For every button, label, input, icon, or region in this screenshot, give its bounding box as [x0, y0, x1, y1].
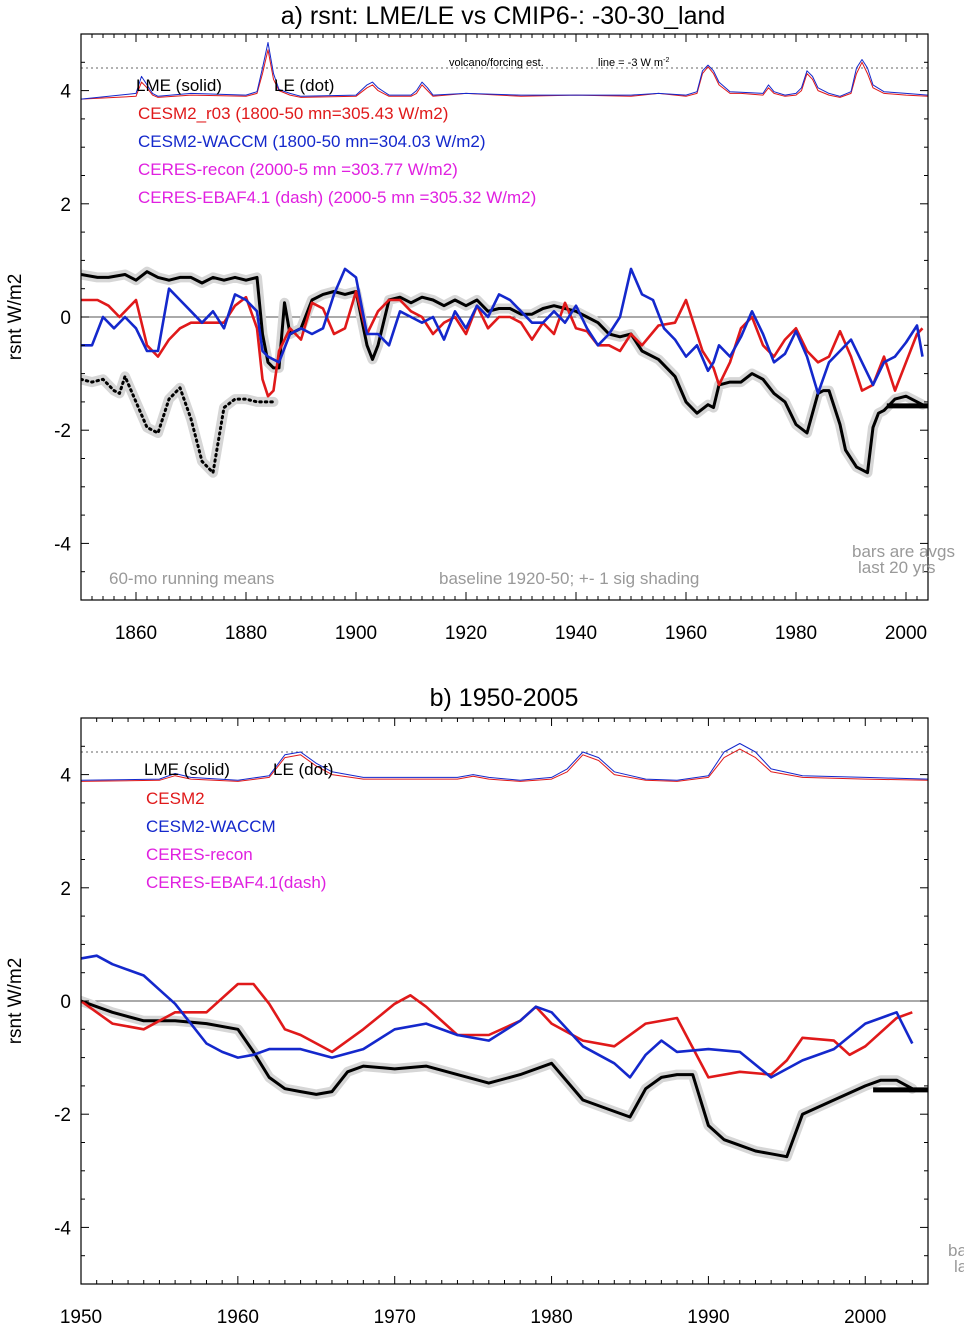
plot-frame-a — [80, 33, 929, 601]
chart-title-b: b) 1950-2005 — [430, 684, 579, 712]
legend-a-waccm: CESM2-WACCM (1800-50 mn=304.03 W/m2) — [138, 132, 486, 151]
a-x-tick-label: 1880 — [225, 623, 267, 644]
plot-frame-b — [80, 717, 929, 1285]
note-bars-line2: last 20 yrs — [858, 558, 935, 577]
legend-a-lme: LME (solid) — [136, 76, 222, 95]
b-series-cesm2-waccm — [81, 954, 914, 1079]
legend-b-waccm: CESM2-WACCM — [146, 817, 276, 836]
note-baseline: baseline 1920-50; +- 1 sig shading — [439, 569, 699, 588]
legend-b-lme: LME (solid) — [144, 760, 230, 779]
b-series-cesm2 — [81, 982, 913, 1079]
a-x-tick-label: 1920 — [445, 623, 487, 644]
b-x-tick-label: 1970 — [374, 1307, 416, 1325]
b-series-lme-solid — [81, 999, 914, 1159]
annotation-line-main: line = -3 W m — [598, 57, 663, 69]
series-group-a — [81, 42, 928, 478]
y-axis-label-a: rsnt W/m2 — [5, 274, 26, 361]
ticks-b: 1950 1960 1970 1980 1990 2000 -4 -2 0 2 4 — [54, 717, 929, 1325]
legend-b: LME (solid) LE (dot) CESM2 CESM2-WACCM C… — [144, 760, 333, 892]
chart-title-a: a) rsnt: LME/LE vs CMIP6-: -30-30_land — [281, 2, 726, 30]
legend-b-le: LE (dot) — [273, 760, 333, 779]
b-y-tick-label: 0 — [60, 992, 71, 1013]
a-x-tick-label: 1980 — [775, 623, 817, 644]
note-running-means: 60-mo running means — [109, 569, 274, 588]
note-bars-line1: bars are avgs — [852, 542, 955, 561]
b-series-forcing-est-cesm2-waccm — [81, 743, 928, 781]
panel-a: a) rsnt: LME/LE vs CMIP6-: -30-30_land r… — [5, 2, 955, 644]
b-y-tick-label: 4 — [60, 766, 71, 787]
a-series-lme-solid-shading — [81, 266, 928, 478]
b-series-forcing-est-cesm2 — [81, 748, 928, 782]
legend-b-ceres-recon: CERES-recon — [146, 845, 253, 864]
series-group-b — [81, 743, 928, 1162]
legend-a-ceres-ebaf: CERES-EBAF4.1 (dash) (2000-5 mn =305.32 … — [138, 188, 536, 207]
b-x-tick-label: 1950 — [60, 1307, 102, 1325]
a-x-tick-label: 1960 — [665, 623, 707, 644]
a-series-lme-solid — [81, 270, 924, 475]
a-x-tick-label: 1900 — [335, 623, 377, 644]
a-x-tick-label: 2000 — [885, 623, 927, 644]
legend-a: LME (solid) LE (dot) CESM2_r03 (1800-50 … — [136, 76, 536, 207]
b-x-tick-label: 1960 — [217, 1307, 259, 1325]
note-b-bars-line1: ba — [948, 1241, 964, 1260]
annotation-line: line = -3 W m-2 — [598, 57, 669, 69]
a-x-tick-label: 1940 — [555, 623, 597, 644]
b-x-tick-label: 1980 — [530, 1307, 572, 1325]
a-series-forcing-est-cesm2-waccm — [81, 42, 928, 100]
a-y-tick-label: -4 — [54, 534, 71, 555]
legend-b-cesm2: CESM2 — [146, 789, 205, 808]
ticks-a: 1860 1880 1900 1920 1940 1960 1980 2000 -4 -2 0 2 4 — [54, 33, 929, 644]
a-y-tick-label: -2 — [54, 421, 71, 442]
legend-a-ceres-recon: CERES-recon (2000-5 mn =303.77 W/m2) — [138, 160, 458, 179]
a-series-cesm2-r03 — [81, 290, 924, 398]
legend-a-cesm2: CESM2_r03 (1800-50 mn=305.43 W/m2) — [138, 104, 448, 123]
a-y-tick-label: 4 — [60, 82, 71, 103]
a-series-forcing-est-cesm2 — [81, 49, 928, 100]
a-x-tick-label: 1860 — [115, 623, 157, 644]
b-y-tick-label: -2 — [54, 1105, 71, 1126]
legend-a-le: LE (dot) — [274, 76, 334, 95]
annotation-line-sup: -2 — [663, 57, 669, 64]
a-series-cesm2-waccm — [81, 267, 924, 395]
b-y-tick-label: 2 — [60, 879, 71, 900]
b-y-tick-label: -4 — [54, 1218, 71, 1239]
panel-b: b) 1950-2005 rsnt W/m2 1950 1960 1970 1980 1… — [5, 684, 964, 1325]
legend-b-ceres-ebaf: CERES-EBAF4.1(dash) — [146, 873, 326, 892]
b-x-tick-label: 2000 — [844, 1307, 886, 1325]
a-y-tick-label: 2 — [60, 195, 71, 216]
b-x-tick-label: 1990 — [687, 1307, 729, 1325]
note-b-bars-line2: la — [954, 1257, 964, 1276]
a-series-le-dot — [81, 374, 275, 475]
y-axis-label-b: rsnt W/m2 — [5, 958, 26, 1045]
a-y-tick-label: 0 — [60, 308, 71, 329]
annotation-volcano: volcano/forcing est. — [449, 57, 544, 69]
